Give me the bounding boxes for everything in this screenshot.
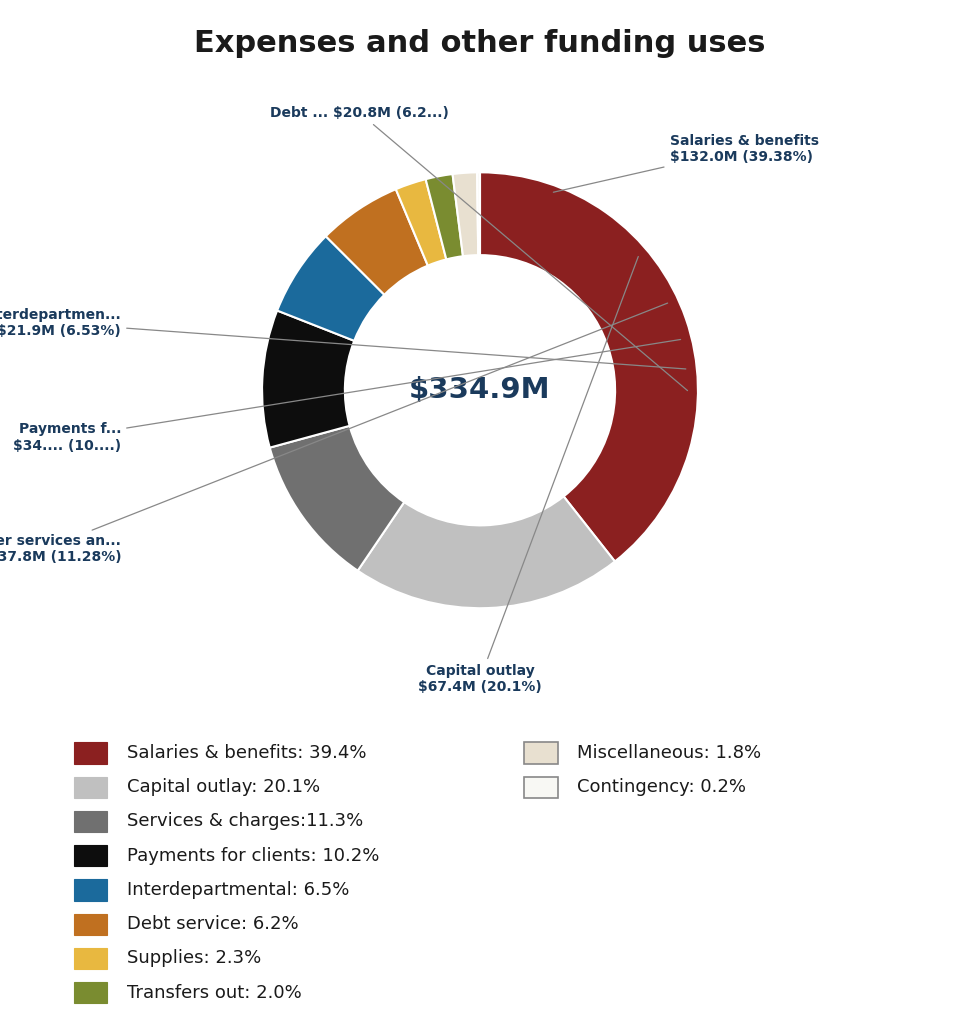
Wedge shape	[425, 174, 463, 260]
Wedge shape	[396, 179, 446, 266]
Text: Debt ... $20.8M (6.2...): Debt ... $20.8M (6.2...)	[271, 106, 687, 390]
Bar	[524, 743, 558, 764]
Text: $334.9M: $334.9M	[409, 376, 551, 405]
Text: Supplies: 2.3%: Supplies: 2.3%	[127, 950, 261, 967]
Wedge shape	[477, 173, 480, 255]
Bar	[74, 948, 108, 969]
Text: Payments for clients: 10.2%: Payments for clients: 10.2%	[127, 846, 379, 865]
Text: Transfers out: 2.0%: Transfers out: 2.0%	[127, 984, 301, 1001]
Wedge shape	[452, 173, 478, 256]
Text: Miscellaneous: 1.8%: Miscellaneous: 1.8%	[577, 744, 761, 762]
Wedge shape	[270, 426, 404, 571]
Text: Salaries & benefits: 39.4%: Salaries & benefits: 39.4%	[127, 744, 366, 762]
Text: Capital outlay
$67.4M (20.1%): Capital outlay $67.4M (20.1%)	[419, 257, 638, 694]
Bar	[524, 776, 558, 798]
Bar	[74, 845, 108, 867]
Wedge shape	[262, 310, 354, 448]
Text: Contingency: 0.2%: Contingency: 0.2%	[577, 778, 746, 796]
Text: Interdepartmental: 6.5%: Interdepartmental: 6.5%	[127, 881, 349, 899]
Bar	[74, 879, 108, 901]
Wedge shape	[325, 189, 428, 295]
Bar	[74, 914, 108, 935]
Wedge shape	[358, 496, 614, 608]
Text: Debt service: 6.2%: Debt service: 6.2%	[127, 915, 299, 934]
Wedge shape	[480, 173, 698, 562]
Bar	[74, 810, 108, 832]
Wedge shape	[277, 236, 384, 341]
Bar	[74, 743, 108, 764]
Bar	[74, 776, 108, 798]
Text: Capital outlay: 20.1%: Capital outlay: 20.1%	[127, 778, 320, 796]
Text: Interdepartmen...
$21.9M (6.53%): Interdepartmen... $21.9M (6.53%)	[0, 308, 685, 369]
Text: Services & charges:11.3%: Services & charges:11.3%	[127, 812, 363, 831]
Text: Expenses and other funding uses: Expenses and other funding uses	[194, 29, 766, 58]
Bar	[74, 982, 108, 1003]
Text: Other services an...
$37.8M (11.28%): Other services an... $37.8M (11.28%)	[0, 303, 667, 564]
Text: Salaries & benefits
$132.0M (39.38%): Salaries & benefits $132.0M (39.38%)	[553, 134, 819, 192]
Text: Payments f...
$34.... (10....): Payments f... $34.... (10....)	[13, 340, 681, 453]
